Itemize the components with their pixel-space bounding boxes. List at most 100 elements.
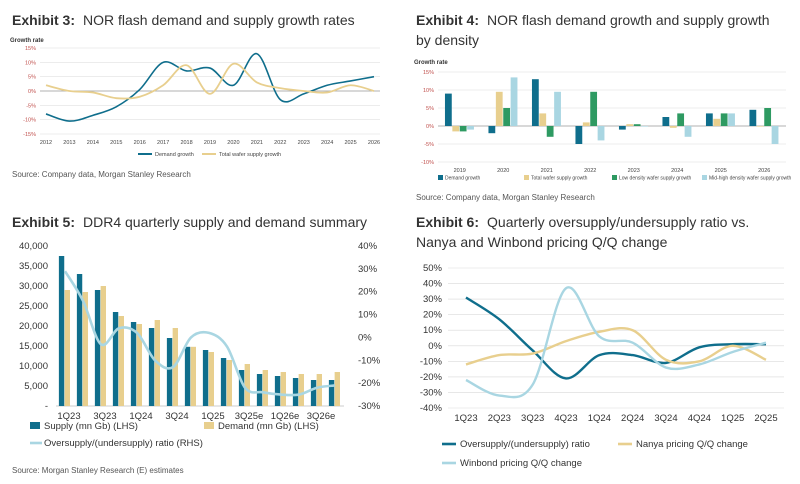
x-tick-label: 1Q25 <box>201 411 224 422</box>
x-tick-label: 3Q24 <box>654 413 677 424</box>
bar-2Q25-demand <box>226 360 232 406</box>
y-left-tick-label: 30,000 <box>19 281 48 292</box>
legend-swatch <box>30 422 40 429</box>
exhibit4-source: Source: Company data, Morgan Stanley Res… <box>416 193 595 202</box>
legend-label: Mid-high density wafer supply growth <box>709 176 791 182</box>
y-tick-label: 10% <box>423 325 443 336</box>
bar-2022-s0 <box>575 126 583 144</box>
x-tick-label: 2021 <box>541 168 553 174</box>
bar-2020-s2 <box>503 108 511 126</box>
y-right-tick-label: 40% <box>358 241 378 252</box>
y-tick-label: -10% <box>421 160 434 166</box>
y-right-tick-label: -10% <box>358 355 381 366</box>
bar-2025-s0 <box>705 113 713 126</box>
exhibit3-source: Source: Company data, Morgan Stanley Res… <box>12 170 191 179</box>
bar-4Q23-supply <box>112 312 119 406</box>
y-right-tick-label: 20% <box>358 287 378 298</box>
bar-2022-s3 <box>597 126 605 141</box>
bar-4Q24-demand <box>190 346 196 406</box>
x-tick-label: 2019 <box>204 140 216 146</box>
exhibit6-title: Exhibit 6: Quarterly oversupply/undersupp… <box>416 212 786 252</box>
bar-1Q23-demand <box>64 290 70 406</box>
legend-label: Nanya pricing Q/Q change <box>636 439 748 450</box>
bar-2025-s3 <box>728 113 735 126</box>
bar-2019-s1 <box>452 126 460 132</box>
legend-label: Supply (mn Gb) (LHS) <box>44 421 138 432</box>
bar-2020-s3 <box>510 77 518 126</box>
bar-2Q26e-supply <box>292 378 299 406</box>
exhibit3-chart: Growth rate 15% 10% 5% 0% -5% -10% -15% 2012 2013… <box>10 38 380 158</box>
x-tick-label: 2022 <box>584 168 596 174</box>
x-tick-label: 2017 <box>157 140 169 146</box>
y-tick-label: 10% <box>25 60 36 66</box>
y-tick-label: 15% <box>25 46 36 52</box>
series-line-supply <box>45 62 375 100</box>
bar-1Q25-supply <box>202 350 209 406</box>
legend-label: Demand (mn Gb) (LHS) <box>218 421 319 432</box>
bar-2026-s1 <box>756 126 764 127</box>
series-line-ratio <box>63 270 336 397</box>
bar-3Q23-supply <box>94 290 101 406</box>
legend-label: Demand growth <box>445 176 481 182</box>
y-tick-label: -10% <box>420 356 443 367</box>
bar-2023-s0 <box>618 126 626 130</box>
y-left-tick-label: 40,000 <box>19 241 48 252</box>
legend-swatch <box>524 175 529 180</box>
y-tick-label: 50% <box>423 263 443 274</box>
x-tick-label: 2023 <box>628 168 640 174</box>
y-tick-label: 0% <box>426 124 434 130</box>
x-tick-label: 2016 <box>134 140 146 146</box>
bar-3Q26e-demand <box>316 374 322 406</box>
bar-3Q26e-supply <box>310 380 317 406</box>
x-tick-label: 2024 <box>671 168 683 174</box>
y-tick-label: 0% <box>428 341 442 352</box>
x-tick-label: 2020 <box>227 140 239 146</box>
y-right-tick-label: 10% <box>358 310 378 321</box>
legend-label: Demand growth <box>155 152 194 158</box>
bar-4Q23-demand <box>118 316 124 406</box>
bar-2021-s3 <box>554 91 561 126</box>
x-tick-label: 2025 <box>344 140 356 146</box>
x-tick-label: 2023 <box>298 140 310 146</box>
x-tick-label: 2024 <box>321 140 333 146</box>
x-tick-label: 3Q23 <box>521 413 544 424</box>
bar-4Q25e-supply <box>256 374 263 406</box>
bar-1Q26e-demand <box>280 372 286 406</box>
bar-2020-s1 <box>495 91 503 126</box>
bar-2023-s3 <box>641 126 648 127</box>
bar-1Q23-supply <box>58 256 65 406</box>
x-tick-label: 2013 <box>63 140 75 146</box>
bar-2019-s2 <box>459 126 467 132</box>
bar-2021-s0 <box>531 79 539 126</box>
series-line-ratio <box>465 296 767 380</box>
y-tick-label: -5% <box>26 103 36 109</box>
x-tick-label: 1Q25 <box>721 413 744 424</box>
ylabel: Growth rate <box>414 60 448 66</box>
bar-2025-s1 <box>713 118 721 126</box>
exhibit5-title: Exhibit 5: DDR4 quarterly supply and dema… <box>12 212 367 232</box>
x-tick-label: 2026 <box>758 168 770 174</box>
bar-2026-s0 <box>749 109 757 126</box>
bar-4Q26e-supply <box>328 380 335 406</box>
x-tick-label: 2012 <box>40 140 52 146</box>
bar-2024-s0 <box>662 117 670 126</box>
x-tick-label: 2025 <box>715 168 727 174</box>
y-tick-label: -30% <box>420 387 443 398</box>
exhibit4-title: Exhibit 4: NOR flash demand growth and su… <box>416 10 786 50</box>
y-tick-label: -15% <box>23 132 36 138</box>
x-tick-label: 2026 <box>368 140 380 146</box>
y-tick-label: -40% <box>420 403 443 414</box>
legend-swatch <box>702 175 707 180</box>
x-tick-label: 2015 <box>110 140 122 146</box>
x-tick-label: 3Q26e <box>307 411 336 422</box>
exhibit5-chart: 40,000 35,000 30,000 25,000 20,000 15,000 10,0… <box>19 241 381 449</box>
bar-2019-s3 <box>467 126 474 130</box>
exhibit3-label: Exhibit 3: <box>12 12 76 28</box>
x-tick-label: 3Q25e <box>235 411 264 422</box>
legend-label: Winbond pricing Q/Q change <box>460 458 582 469</box>
series-line-demand <box>45 52 375 122</box>
y-tick-label: 20% <box>423 310 443 321</box>
y-tick-label: 5% <box>426 106 434 112</box>
exhibit6-label: Exhibit 6: <box>416 214 480 230</box>
y-left-tick-label: 15,000 <box>19 341 48 352</box>
